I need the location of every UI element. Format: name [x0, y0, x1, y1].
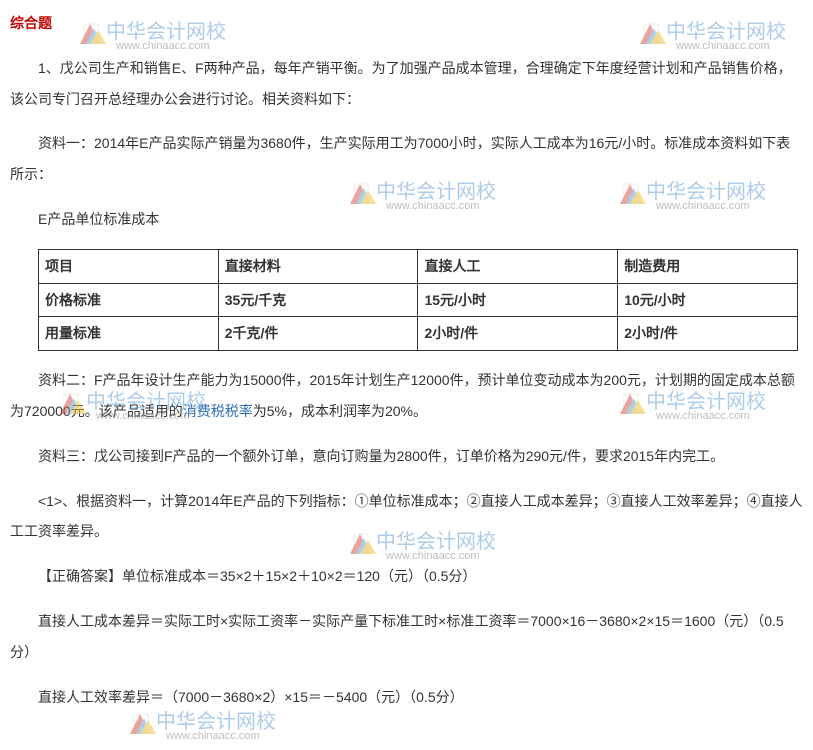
answer-line-1: 【正确答案】单位标准成本＝35×2＋15×2＋10×2＝120（元）（0.5分）	[10, 561, 803, 592]
paragraph-intro: 1、戊公司生产和销售E、F两种产品，每年产销平衡。为了加强产品成本管理，合理确定…	[10, 53, 803, 115]
question-1: <1>、根据资料一，计算2014年E产品的下列指标：①单位标准成本；②直接人工成…	[10, 486, 803, 548]
consumption-tax-link[interactable]: 消费税税率	[183, 403, 253, 419]
table-cell: 直接人工	[418, 249, 618, 283]
logo-icon	[130, 712, 156, 734]
watermark-url: www.chinaacc.com	[166, 724, 260, 748]
table-cell: 价格标准	[39, 283, 219, 317]
table-cell: 直接材料	[218, 249, 418, 283]
table-cell: 2千克/件	[218, 317, 418, 351]
table-cell: 10元/小时	[618, 283, 798, 317]
answer-line-3: 直接人工效率差异＝（7000－3680×2）×15＝－5400（元）（0.5分）	[10, 682, 803, 713]
paragraph-material-2: 资料二：F产品年设计生产能力为15000件，2015年计划生产12000件，预计…	[10, 365, 803, 427]
table-cell: 35元/千克	[218, 283, 418, 317]
table-cell: 2小时/件	[418, 317, 618, 351]
paragraph-material-3: 资料三：戊公司接到F产品的一个额外订单，意向订购量为2800件，订单价格为290…	[10, 441, 803, 472]
table-cell: 用量标准	[39, 317, 219, 351]
table-cell: 制造费用	[618, 249, 798, 283]
table-cell: 项目	[39, 249, 219, 283]
table-row: 用量标准 2千克/件 2小时/件 2小时/件	[39, 317, 798, 351]
table-caption: E产品单位标准成本	[10, 204, 803, 235]
table-row: 项目 直接材料 直接人工 制造费用	[39, 249, 798, 283]
table-cell: 15元/小时	[418, 283, 618, 317]
table-cell: 2小时/件	[618, 317, 798, 351]
answer-line-2: 直接人工成本差异＝实际工时×实际工资率－实际产量下标准工时×标准工资率＝7000…	[10, 606, 803, 668]
paragraph-material-1: 资料一：2014年E产品实际产销量为3680件，生产实际用工为7000小时，实际…	[10, 128, 803, 190]
table-row: 价格标准 35元/千克 15元/小时 10元/小时	[39, 283, 798, 317]
section-title: 综合题	[10, 8, 803, 39]
text-after-link: 为5%，成本利润率为20%。	[253, 403, 427, 419]
standard-cost-table: 项目 直接材料 直接人工 制造费用 价格标准 35元/千克 15元/小时 10元…	[38, 249, 798, 351]
